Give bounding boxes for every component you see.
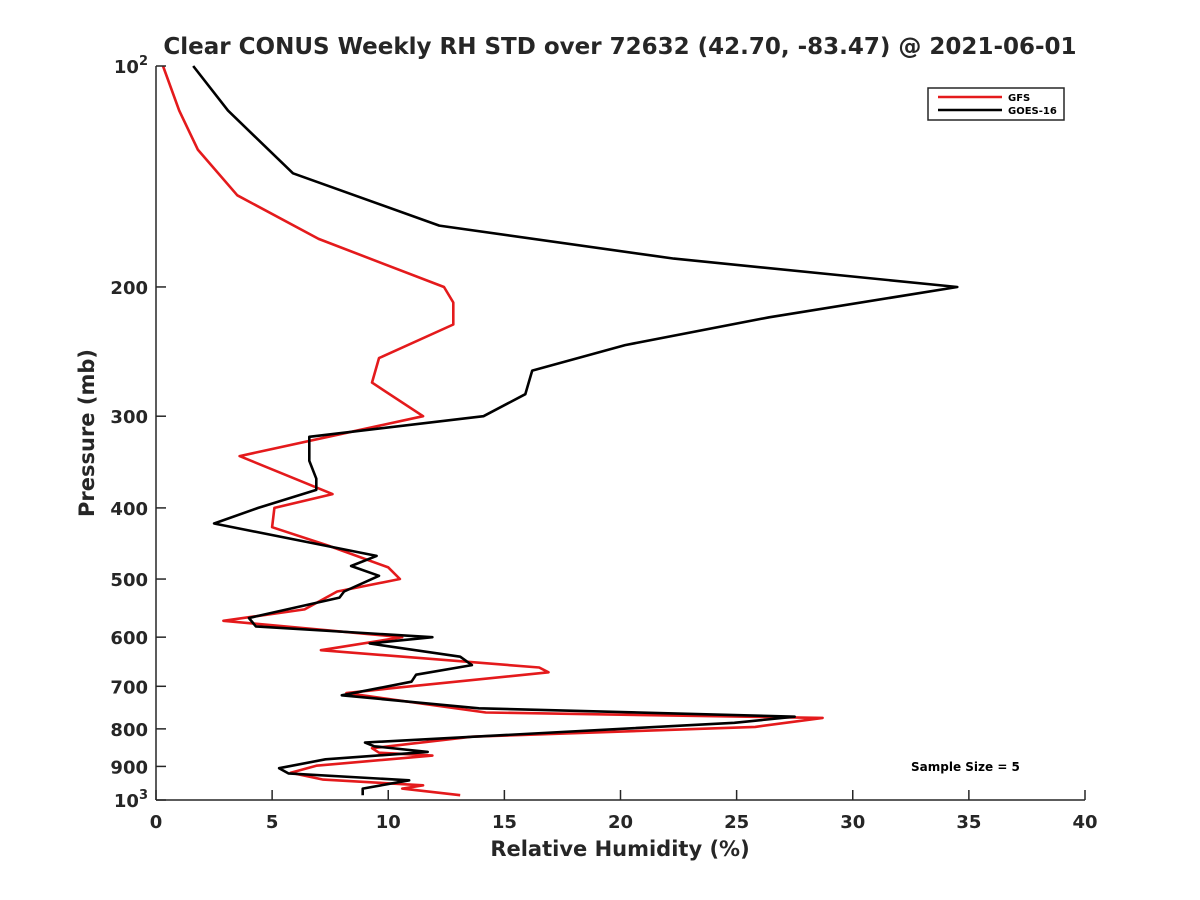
x-tick-label: 30: [840, 812, 865, 833]
y-tick-label: 500: [110, 570, 148, 591]
x-tick-label: 10: [376, 812, 401, 833]
x-axis-label: Relative Humidity (%): [490, 837, 749, 861]
y-tick-label: 400: [110, 499, 148, 520]
legend-label-gfs: GFS: [1008, 93, 1030, 104]
plot-area: [156, 66, 1085, 800]
y-tick-label: 200: [110, 278, 148, 299]
y-tick-label: 102: [114, 54, 148, 78]
legend: GFS GOES-16: [927, 87, 1065, 121]
y-tick-label: 103: [114, 788, 148, 812]
y-tick-label: 700: [110, 677, 148, 698]
x-tick-label: 35: [956, 812, 981, 833]
legend-label-goes16: GOES-16: [1008, 106, 1057, 117]
y-tick-label: 600: [110, 628, 148, 649]
x-tick-label: 25: [724, 812, 749, 833]
y-axis-label: Pressure (mb): [75, 349, 99, 517]
y-tick-label: 900: [110, 757, 148, 778]
legend-box: [927, 87, 1065, 121]
axes-layer: 0 5 10 15 20 25 30 35 40 102 200 300 400 500 600 700 800…: [110, 54, 1097, 833]
x-tick-label: 5: [266, 812, 279, 833]
series-layer: [161, 65, 959, 797]
x-tick-label: 15: [492, 812, 517, 833]
y-tick-label: 300: [110, 407, 148, 428]
x-tick-label: 0: [150, 812, 163, 833]
y-tick-label: 800: [110, 720, 148, 741]
x-tick-label: 20: [608, 812, 633, 833]
x-tick-label: 40: [1072, 812, 1097, 833]
sample-size-annotation: Sample Size = 5: [911, 760, 1020, 774]
series-line-goes16: [192, 65, 959, 796]
chart-title: Clear CONUS Weekly RH STD over 72632 (42…: [163, 34, 1076, 60]
